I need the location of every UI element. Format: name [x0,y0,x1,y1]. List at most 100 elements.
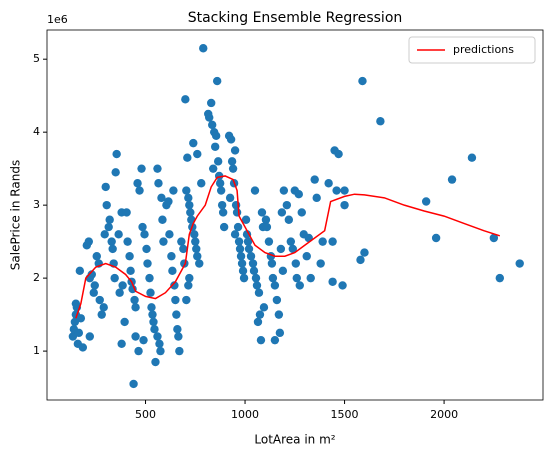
scatter-point [302,252,311,261]
scatter-point [234,237,244,246]
scatter-point [159,237,168,246]
scatter-point [212,76,222,86]
scatter-point [257,208,267,217]
scatter-point [210,142,220,151]
scatter-point [192,244,201,254]
scatter-point [131,332,140,341]
scatter-point [291,259,300,268]
scatter-point [189,138,198,148]
x-tick-label: 2000 [430,408,458,421]
scatter-point [126,266,135,276]
scatter-point [208,164,218,173]
scatter-point [157,193,166,203]
scatter-point [182,186,191,195]
scatter-point [242,230,252,239]
scatter-point [267,259,277,268]
y-axis-label: SalePrice in Rands [9,160,23,270]
scatter-point [215,179,225,188]
scatter-point [236,252,246,261]
scatter-point [135,186,144,195]
scatter-point [274,310,284,319]
scatter-point [185,273,194,283]
scatter-point [84,237,93,246]
scatter-point [153,164,162,173]
scatter-point [431,233,441,243]
scatter-point [255,310,265,319]
scatter-point [155,339,164,349]
scatter-point [252,281,262,290]
scatter-point [211,131,221,141]
scatter-point [184,193,193,203]
scatter-point [241,215,251,224]
scatter-point [138,222,147,232]
scatter-point [130,295,139,305]
y-tick-label: 3 [33,198,40,211]
scatter-point [248,259,258,268]
x-tick-label: 500 [135,408,156,421]
scatter-point [186,208,195,217]
scatter-point [275,328,285,338]
scatter-point [199,44,208,53]
scatter-point [328,237,337,246]
scatter-point [238,266,248,276]
scatter-point [286,237,296,246]
scatter-point [495,273,505,283]
scatter-point [376,117,385,126]
x-axis-label: LotArea in m² [254,433,335,447]
scatter-point [169,186,178,195]
scatter-point [270,281,280,290]
y-tick-label: 2 [33,271,40,284]
scatter-point [259,303,269,312]
scatter-point [284,215,294,224]
scatter-point [105,215,114,224]
scatter-point [421,197,431,206]
scatter-point [74,328,84,338]
scatter-point [360,248,369,257]
scatter-point [175,346,184,356]
scatter-point [332,186,341,195]
scatter-point [117,339,126,349]
scatter-point [278,266,288,276]
y-tick-label: 1 [33,344,40,357]
scatter-point [250,186,260,195]
scatter-point [164,197,173,206]
scatter-point [197,179,206,188]
scatter-point [151,357,160,367]
scatter-point [179,244,188,254]
scatter-point [147,303,156,312]
scatter-point [261,215,271,224]
scatter-point [143,259,152,268]
scatter-point [467,153,477,162]
scatter-point [112,149,121,159]
scatter-point [193,149,202,159]
scatter-point [158,215,167,224]
scatter-point [328,277,337,286]
scatter-point [195,259,204,268]
scatter-point [168,266,177,276]
scatter-point [154,179,163,188]
scatter-point [167,252,176,261]
scatter-point [239,273,249,283]
scatter-point [134,346,143,356]
scatter-point [110,273,119,283]
scatter-point [92,252,101,261]
scatter-point [216,186,226,195]
scatter-point [95,295,104,305]
scatter-point [270,335,280,345]
scatter-point [140,230,149,239]
chart-title: Stacking Ensemble Regression [188,10,403,26]
scatter-point [251,273,261,283]
scatter-point [262,222,272,232]
scatter-point [115,288,124,297]
scatter-point [249,266,259,276]
scatter-point [219,222,229,232]
scatter-point [447,175,457,184]
scatter-point [150,325,159,334]
scatter-point [148,310,157,319]
scatter-point [181,95,190,104]
scatter-point [253,317,263,327]
scatter-point [237,259,247,268]
scatter-point [207,98,216,108]
scatter-point [76,314,86,323]
scatter-point [184,281,193,290]
